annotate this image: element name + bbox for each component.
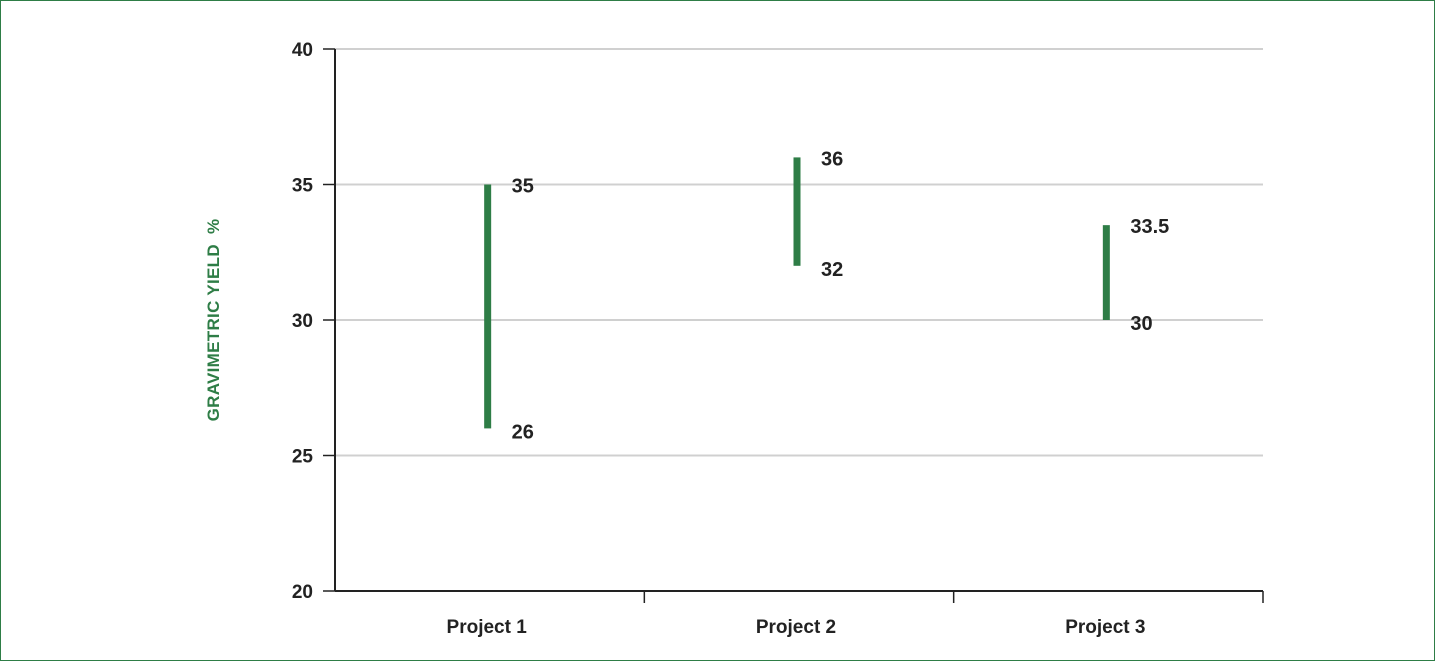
axes [323, 48, 1264, 603]
y-axis-title: GRAVIMETRIC YIELD % [204, 219, 223, 422]
x-category-label: Project 1 [447, 617, 528, 638]
range-bar [484, 184, 492, 429]
range-bar [793, 157, 801, 266]
y-tick-label: 30 [292, 311, 313, 332]
range-low-label: 30 [1130, 313, 1152, 335]
y-tick-label: 35 [292, 176, 314, 197]
x-category-label: Project 3 [1065, 617, 1145, 638]
range-high-label: 35 [512, 176, 534, 198]
range-bars [484, 157, 1110, 429]
range-high-label: 36 [821, 148, 843, 170]
y-tick-label: 40 [292, 40, 313, 61]
y-tick-label: 20 [292, 582, 313, 603]
range-bar [1102, 225, 1110, 320]
range-high-label: 33.5 [1130, 216, 1169, 238]
x-category-label: Project 2 [756, 617, 836, 638]
y-tick-label: 25 [292, 447, 314, 468]
range-low-label: 32 [821, 259, 843, 281]
range-low-label: 26 [512, 421, 534, 443]
labels: 20 25 30 35 40 Project 1 Project 2 Project 3 35 2… [292, 40, 1169, 638]
